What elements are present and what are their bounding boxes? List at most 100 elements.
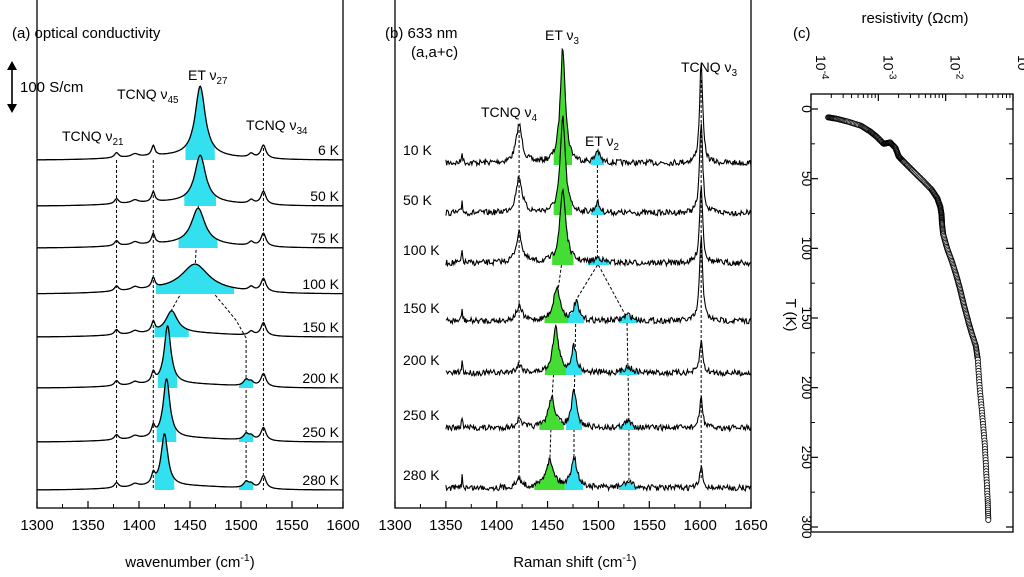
panel-b-et3-fill bbox=[553, 47, 572, 166]
panel-b-tick-label: 1400 bbox=[480, 517, 513, 534]
panel-a-tick-label: 1400 bbox=[122, 517, 155, 534]
panel-a-tick-label: 1300 bbox=[20, 517, 53, 534]
panel-a-peak-fill bbox=[156, 378, 177, 442]
panel-b-et2-fill bbox=[566, 345, 582, 375]
panel-c-frame bbox=[810, 93, 1014, 533]
panel-b-et2-fill bbox=[564, 456, 584, 490]
panel-b-tick-label: 1500 bbox=[582, 517, 615, 534]
panel-a-guide-line bbox=[195, 271, 247, 490]
panel-a-peak-fill bbox=[157, 325, 178, 388]
panel-c-y-tick-label: 200 bbox=[799, 376, 815, 400]
panel-a-spectrum-200K bbox=[36, 324, 343, 389]
panel-a-scale-arrow-up bbox=[7, 61, 17, 70]
panel-b-spectrum-100K bbox=[445, 186, 752, 268]
panel-a-spectrum-280K bbox=[37, 432, 343, 491]
panel-a-tick-label: 1350 bbox=[71, 517, 104, 534]
panel-b-series-label: 10 K bbox=[403, 142, 432, 158]
panel-a-peak-fill bbox=[185, 86, 215, 160]
panel-a-series-label: 75 K bbox=[310, 230, 339, 246]
panel-b-et3-fill bbox=[552, 189, 574, 265]
panel-b-title: (b) 633 nm bbox=[385, 25, 458, 42]
panel-b-spectrum-200K bbox=[445, 324, 752, 378]
panel-b-peak-label: ET ν3 bbox=[545, 27, 580, 47]
panel-a-peak-fill bbox=[184, 155, 217, 206]
panel-b-series-label: 250 K bbox=[403, 407, 440, 423]
panel-b-spectrum-50K bbox=[445, 115, 752, 218]
panel-b-spectrum-10K bbox=[445, 47, 752, 168]
panel-a-peak-label: ET ν27 bbox=[188, 67, 227, 87]
panel-b-series-label: 150 K bbox=[403, 300, 440, 316]
panel-a-x-label: wavenumber (cm-1) bbox=[124, 552, 254, 571]
panel-b-peak-label: TCNQ ν3 bbox=[681, 59, 738, 79]
panel-b-et3-fill bbox=[534, 460, 565, 490]
panel-a-peak-fill bbox=[238, 480, 254, 490]
panel-a-series-label: 6 K bbox=[318, 142, 340, 158]
panel-a-peak-fill bbox=[238, 432, 254, 442]
panel-c-tick-label: 10-1 bbox=[1015, 55, 1024, 80]
panel-c-y-tick-label: 150 bbox=[799, 306, 815, 330]
panel-a-peak-label: TCNQ ν34 bbox=[246, 117, 308, 137]
panel-b-extra-fill bbox=[618, 366, 638, 375]
panel-a-spectrum-6K bbox=[36, 85, 343, 161]
panel-a-spectrum-75K bbox=[36, 207, 343, 249]
panel-c-y-tick-label: 300 bbox=[799, 515, 815, 539]
panel-b-series-label: 280 K bbox=[403, 467, 440, 483]
panel-a-tick-label: 1450 bbox=[173, 517, 206, 534]
panel-b-series-label: 200 K bbox=[403, 352, 440, 368]
panel-b-series-label: 100 K bbox=[403, 242, 440, 258]
panel-b-tick-label: 1600 bbox=[683, 517, 716, 534]
panel-b-series-label: 50 K bbox=[403, 192, 432, 208]
panel-b-et2-fill bbox=[590, 202, 605, 215]
panel-a-peak-fill bbox=[154, 433, 175, 490]
panel-c-tick-label: 10-4 bbox=[813, 55, 830, 80]
panel-a-series-label: 100 K bbox=[302, 276, 339, 292]
panel-b-x-label: Raman shift (cm-1) bbox=[513, 552, 637, 571]
panel-c-label: (c) bbox=[793, 25, 811, 42]
panel-b-et3-fill bbox=[539, 397, 564, 430]
panel-a-spectrum-250K bbox=[36, 377, 343, 443]
panel-b-spectrum-280K bbox=[445, 455, 752, 493]
panel-a-peak-label: TCNQ ν21 bbox=[62, 128, 123, 148]
panel-b-et3-fill bbox=[545, 327, 567, 375]
panel-c-y-tick-label: 50 bbox=[799, 171, 815, 187]
panel-b-spectrum-250K bbox=[445, 388, 752, 433]
panel-a-optical-conductivity: 1300 1350 1400 1450 1500 1550 1600 wavenumber (… bbox=[7, 0, 360, 571]
panel-a-series-label: 200 K bbox=[302, 370, 339, 386]
panel-a-spectrum-100K bbox=[36, 263, 343, 295]
panel-a-scale-label: 100 S/cm bbox=[20, 79, 83, 96]
panel-c-y-tick-label: 0 bbox=[799, 105, 815, 113]
panel-b-et2-fill bbox=[566, 391, 582, 430]
panel-a-peak-fill bbox=[155, 264, 235, 294]
panel-b-et2-fill bbox=[568, 301, 584, 323]
panel-a-title: (a) optical conductivity bbox=[12, 25, 161, 42]
panel-c-x-label: resistivity (Ωcm) bbox=[861, 10, 968, 27]
panel-b-tick-label: 1550 bbox=[633, 517, 666, 534]
panel-c-tick-label: 10-2 bbox=[948, 55, 965, 80]
panel-a-peak-fill bbox=[178, 208, 218, 248]
panel-b-frame bbox=[394, 0, 752, 509]
panel-a-spectrum-50K bbox=[36, 154, 344, 207]
panel-a-series-label: 250 K bbox=[302, 424, 339, 440]
panel-a-tick-label: 1550 bbox=[275, 517, 308, 534]
panel-a-series-label: 50 K bbox=[310, 188, 339, 204]
panel-b-et3-fill bbox=[553, 117, 572, 215]
panel-b-subtitle: (a,a+c) bbox=[411, 44, 458, 61]
panel-b-et3-fill bbox=[544, 287, 569, 323]
panel-b-extra-fill bbox=[618, 314, 638, 323]
panel-b-tick-label: 1300 bbox=[378, 517, 411, 534]
panel-c-data-point bbox=[985, 517, 992, 524]
panel-c-y-tick-label: 100 bbox=[799, 237, 815, 261]
panel-c-resistivity: (c) resistivity (Ωcm) T (K) 10-4 10-3 10-2 10-… bbox=[782, 10, 1024, 539]
panel-a-tick-label: 1500 bbox=[224, 517, 257, 534]
panel-b-peak-label: TCNQ ν4 bbox=[481, 104, 538, 124]
panel-b-raman: 1300 1350 1400 1450 1500 1550 1600 1650 Raman sh… bbox=[378, 0, 768, 571]
panel-b-extra-fill bbox=[618, 481, 638, 490]
panel-b-spectrum-150K bbox=[445, 237, 752, 326]
panel-a-series-label: 280 K bbox=[302, 472, 339, 488]
panel-b-peak-label: ET ν2 bbox=[585, 133, 619, 153]
panel-a-spectrum-150K bbox=[36, 310, 343, 338]
panel-c-tick-label: 10-3 bbox=[880, 55, 897, 80]
panel-a-series-label: 150 K bbox=[302, 319, 339, 335]
panel-a-scale-arrow-down bbox=[7, 104, 17, 113]
panel-a-tick-label: 1600 bbox=[326, 517, 359, 534]
